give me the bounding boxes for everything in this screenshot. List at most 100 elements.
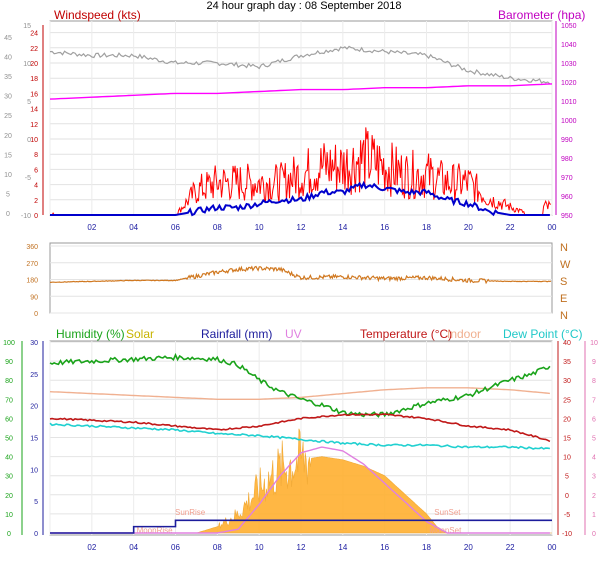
direction-tick-label: 0 [34, 311, 38, 318]
outer-tick-label: 15 [4, 152, 12, 159]
wind-x-tick-label: 12 [297, 223, 306, 232]
windspeed-tick-label: 20 [30, 61, 38, 68]
legend-dew-point: Dew Point (°C) [503, 327, 582, 341]
windspeed-tick-label: 18 [30, 76, 38, 83]
lower-x-tick-label: 08 [213, 543, 222, 552]
wind-panel-plot [49, 45, 553, 217]
barometer-tick-label: 1030 [561, 61, 577, 68]
temperature-right-tick-label: 10 [563, 455, 571, 462]
direction-tick-label: 90 [30, 294, 38, 301]
wind-x-tick-label: 02 [87, 223, 96, 232]
legend-rainfall: Rainfall (mm) [201, 327, 272, 341]
compass-label: N [560, 310, 568, 322]
lower-x-tick-label: 18 [422, 543, 431, 552]
uv-tick-label: 6 [592, 416, 596, 423]
barometer-line [49, 83, 553, 100]
windspeed-tick-label: 0 [34, 213, 38, 220]
barometer-tick-label: 1000 [561, 118, 577, 125]
temperature-tick-label: 15 [23, 23, 31, 30]
humidity-tick-label: 0 [7, 531, 11, 538]
axis-labels: 4540353025201510502422201816141210864201… [3, 21, 598, 552]
windspeed-tick-label: 12 [30, 122, 38, 129]
humidity-tick-label: 90 [5, 359, 13, 366]
page-title: 24 hour graph day : 08 September 2018 [206, 0, 402, 12]
rainfall-tick-label: 0 [34, 531, 38, 538]
humidity-tick-label: 60 [5, 416, 13, 423]
windspeed-tick-label: 24 [30, 31, 38, 38]
temperature-tick-label: -5 [25, 175, 31, 182]
temperature-tick-label: 10 [23, 61, 31, 68]
wind-x-tick-label: 10 [255, 223, 264, 232]
humidity-tick-label: 70 [5, 397, 13, 404]
windspeed-tick-label: 6 [34, 167, 38, 174]
barometer-tick-label: 990 [561, 137, 573, 144]
indoor-line [49, 387, 550, 400]
outer-tick-label: 0 [6, 211, 10, 218]
wind-x-tick-label: 04 [129, 223, 138, 232]
lower-x-tick-label: 04 [129, 543, 138, 552]
outer-tick-label: 25 [4, 113, 12, 120]
uv-tick-label: 0 [592, 531, 596, 538]
legend-solar: Solar [126, 327, 154, 341]
rainfall-tick-label: 20 [30, 404, 38, 411]
rainfall-tick-label: 10 [30, 467, 38, 474]
windspeed-tick-label: 2 [34, 198, 38, 205]
barometer-tick-label: 1040 [561, 42, 577, 49]
rainfall-tick-label: 25 [30, 372, 38, 379]
event-label: MoonSet [429, 526, 462, 535]
temperature-right-tick-label: 30 [563, 378, 571, 385]
windspeed-tick-label: 4 [34, 183, 38, 190]
humidity-tick-label: 50 [5, 436, 13, 443]
humidity-tick-label: 10 [5, 512, 13, 519]
lower-x-tick-label: 22 [506, 543, 515, 552]
windspeed-tick-label: 22 [30, 46, 38, 53]
barometer-tick-label: 950 [561, 213, 573, 220]
windspeed-tick-label: 16 [30, 91, 38, 98]
uv-tick-label: 4 [592, 455, 596, 462]
lower-x-tick-label: 12 [297, 543, 306, 552]
humidity-tick-label: 80 [5, 378, 13, 385]
barometer-tick-label: 960 [561, 194, 573, 201]
compass-label: E [560, 293, 567, 305]
compass-label: W [560, 259, 571, 271]
compass-label: N [560, 242, 568, 254]
temperature-line [49, 413, 551, 443]
uv-tick-label: 10 [590, 340, 598, 347]
temperature-right-tick-label: 20 [563, 416, 571, 423]
wind-x-tick-label: 16 [380, 223, 389, 232]
lower-x-tick-label: 16 [380, 543, 389, 552]
temperature-right-tick-label: 40 [563, 340, 571, 347]
outer-tick-label: 45 [4, 35, 12, 42]
humidity-line [49, 352, 551, 418]
direction-tick-label: 360 [26, 244, 38, 251]
temperature-tick-label: 0 [27, 137, 31, 144]
wind-x-tick-label: 18 [422, 223, 431, 232]
barometer-tick-label: 970 [561, 175, 573, 182]
barometer-tick-label: 980 [561, 156, 573, 163]
barometer-tick-label: 1010 [561, 99, 577, 106]
windspeed-tick-label: 10 [30, 137, 38, 144]
rainfall-tick-label: 15 [30, 436, 38, 443]
compass-label: S [560, 276, 567, 288]
lower-x-tick-label: 14 [338, 543, 347, 552]
temperature-grey-line [49, 45, 551, 85]
legend-uv: UV [285, 327, 302, 341]
wind-x-tick-label: 14 [338, 223, 347, 232]
direction-tick-label: 270 [26, 261, 38, 268]
dew-point-line [49, 422, 551, 450]
barometer-tick-label: 1050 [561, 23, 577, 30]
legend-temperature: Temperature (°C) [360, 327, 452, 341]
uv-tick-label: 5 [592, 436, 596, 443]
wind-x-tick-label: 22 [506, 223, 515, 232]
event-label: MoonRise [137, 526, 174, 535]
temperature-right-tick-label: 15 [563, 436, 571, 443]
uv-tick-label: 3 [592, 474, 596, 481]
barometer-axis-title: Barometer (hpa) [498, 8, 585, 22]
humidity-tick-label: 100 [3, 340, 15, 347]
wind-average-line [50, 180, 550, 217]
outer-tick-label: 30 [4, 94, 12, 101]
uv-tick-label: 2 [592, 493, 596, 500]
